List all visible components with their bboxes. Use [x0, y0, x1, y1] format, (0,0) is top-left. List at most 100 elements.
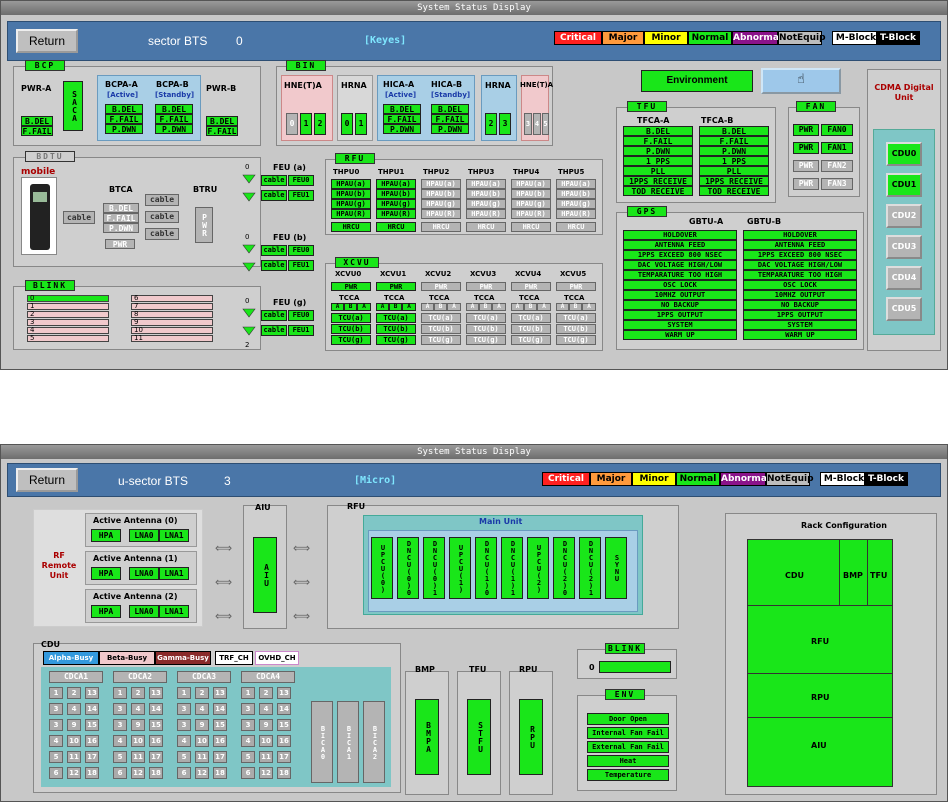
cdca-cell: 3 — [241, 703, 255, 715]
env-item: Door Open — [587, 713, 669, 725]
cdu-label: CDU — [41, 640, 61, 649]
bts-number: 0 — [236, 34, 243, 48]
xcvu-label: XCVU3 — [470, 270, 497, 278]
cdca-cell: 2 — [195, 687, 209, 699]
tfca-a-item: PLL — [623, 166, 693, 176]
rack-frame — [747, 539, 893, 787]
feu-b-label: FEU (b) — [273, 233, 307, 242]
cdca-cell: 12 — [259, 767, 273, 779]
pwr-b-label: PWR-B — [206, 84, 237, 93]
cdca-cell: 13 — [277, 687, 291, 699]
cdu-button-1[interactable]: CDU1 — [886, 173, 922, 197]
cdca-cell: 11 — [195, 751, 209, 763]
return-button[interactable]: Return — [16, 468, 78, 492]
hne-ta-1-1: 1 — [300, 113, 312, 135]
tcu-cell: TCU(a) — [421, 313, 461, 323]
cdca-cell: 11 — [259, 751, 273, 763]
tcu-cell: TCU(g) — [331, 335, 371, 345]
rfu-module: DNCU(0)1 — [423, 537, 445, 599]
hrcu-cell: HRCU — [376, 222, 416, 232]
cdma-unit-label: CDMA Digital Unit — [874, 83, 934, 102]
xcvu-label: XCVU4 — [515, 270, 542, 278]
cdu-button-2[interactable]: CDU2 — [886, 204, 922, 228]
hpau-cell: HPAU(R) — [421, 209, 461, 219]
hpau-cell: HPAU(R) — [466, 209, 506, 219]
cdu-button-0[interactable]: CDU0 — [886, 142, 922, 166]
cdca-cell: 16 — [213, 735, 227, 747]
rack-rfu: RFU — [811, 637, 830, 646]
bdtu-title: BDTU — [25, 151, 75, 162]
xcvu-label: XCVU5 — [560, 270, 587, 278]
rack-bmp: BMP — [843, 571, 863, 580]
tcu-cell: TCU(b) — [421, 324, 461, 334]
hrna-1-1: 1 — [355, 113, 367, 135]
blink-row-5: 5 — [27, 335, 109, 342]
tfca-a-item: 1 PPS — [623, 156, 693, 166]
rack-sep-3 — [747, 717, 893, 718]
tcca-label: TCCA — [339, 294, 360, 302]
gbtu-a-item: OSC LOCK — [623, 280, 737, 290]
fan-3: FAN3 — [821, 178, 853, 190]
gbtu-a-label: GBTU-A — [689, 217, 724, 226]
return-button[interactable]: Return — [16, 29, 78, 53]
hpau-cell: HPAU(R) — [376, 209, 416, 219]
rack-tfu: TFU — [870, 571, 888, 580]
cdu-button-4[interactable]: CDU4 — [886, 266, 922, 290]
svg-text:0: 0 — [245, 297, 249, 305]
rack-rpu: RPU — [811, 693, 830, 702]
cdca-cell: 2 — [67, 687, 81, 699]
gbtu-a-item: 1PPS EXCEED 800 NSEC — [623, 250, 737, 260]
hpau-cell: HPAU(g) — [556, 199, 596, 209]
cdca-cell: 9 — [259, 719, 273, 731]
cdca-cell: 14 — [85, 703, 99, 715]
blink-row-6: 6 — [131, 295, 213, 302]
hne-ta-2-5: 5 — [542, 113, 549, 135]
legend-critical: Critical — [554, 31, 602, 45]
legend-notequip: NotEquip — [766, 472, 814, 486]
cdu-button-3[interactable]: CDU3 — [886, 235, 922, 259]
feu-b-feu1: FEU1 — [288, 260, 314, 271]
rack-sep-2 — [747, 673, 893, 674]
bts-label: u-sector BTS — [118, 474, 189, 488]
cdca-cell: 10 — [259, 735, 273, 747]
tfca-b-label: TFCA-B — [701, 116, 734, 125]
cdca-cell: 13 — [213, 687, 227, 699]
thpu-label: THPU3 — [468, 168, 495, 176]
tcca-b: B — [389, 303, 402, 311]
bcpa-a-ffail: F.FAIL — [105, 114, 143, 124]
cdca-cell: 17 — [213, 751, 227, 763]
cdca-cell: 3 — [113, 719, 127, 731]
tfca-b-item: 1PPS RECEIVE — [699, 176, 769, 186]
pointer-button[interactable]: ☝ — [761, 68, 841, 94]
fan-pwr: PWR — [793, 160, 819, 172]
legend-major: Major — [602, 31, 644, 45]
cdu-button-5[interactable]: CDU5 — [886, 297, 922, 321]
legend-t-block: T-Block — [876, 31, 920, 45]
btru-label: BTRU — [193, 185, 218, 194]
hpa-cell: HPA — [91, 567, 121, 580]
bts-number: 3 — [224, 474, 231, 488]
bmpa-box: BMPA — [415, 699, 439, 775]
legend-abnormal: Abnormal — [732, 31, 782, 45]
btca-pwr: PWR — [105, 239, 135, 249]
feu-g-label: FEU (g) — [273, 298, 307, 307]
cdca-cell: 18 — [85, 767, 99, 779]
lna1-cell: LNA1 — [159, 605, 189, 618]
hpau-cell: HPAU(b) — [466, 189, 506, 199]
tcca-label: TCCA — [429, 294, 450, 302]
hpau-cell: HPAU(b) — [511, 189, 551, 199]
ovhd-ch: OVHD_CH — [255, 651, 299, 665]
tcca-b: B — [344, 303, 357, 311]
xcvu-label: XCVU1 — [380, 270, 407, 278]
environment-button[interactable]: Environment — [641, 70, 753, 92]
saca-box: SACA — [63, 81, 83, 131]
thpu-label: THPU2 — [423, 168, 450, 176]
tcu-cell: TCU(b) — [331, 324, 371, 334]
window-title: System Status Display — [1, 1, 947, 15]
hrcu-cell: HRCU — [556, 222, 596, 232]
hne-ta-1-0: 0 — [286, 113, 298, 135]
bin-title: BIN — [286, 60, 326, 71]
cdca-cell: 5 — [177, 751, 191, 763]
thpu-label: THPU0 — [333, 168, 360, 176]
cdca-cell: 12 — [131, 767, 145, 779]
